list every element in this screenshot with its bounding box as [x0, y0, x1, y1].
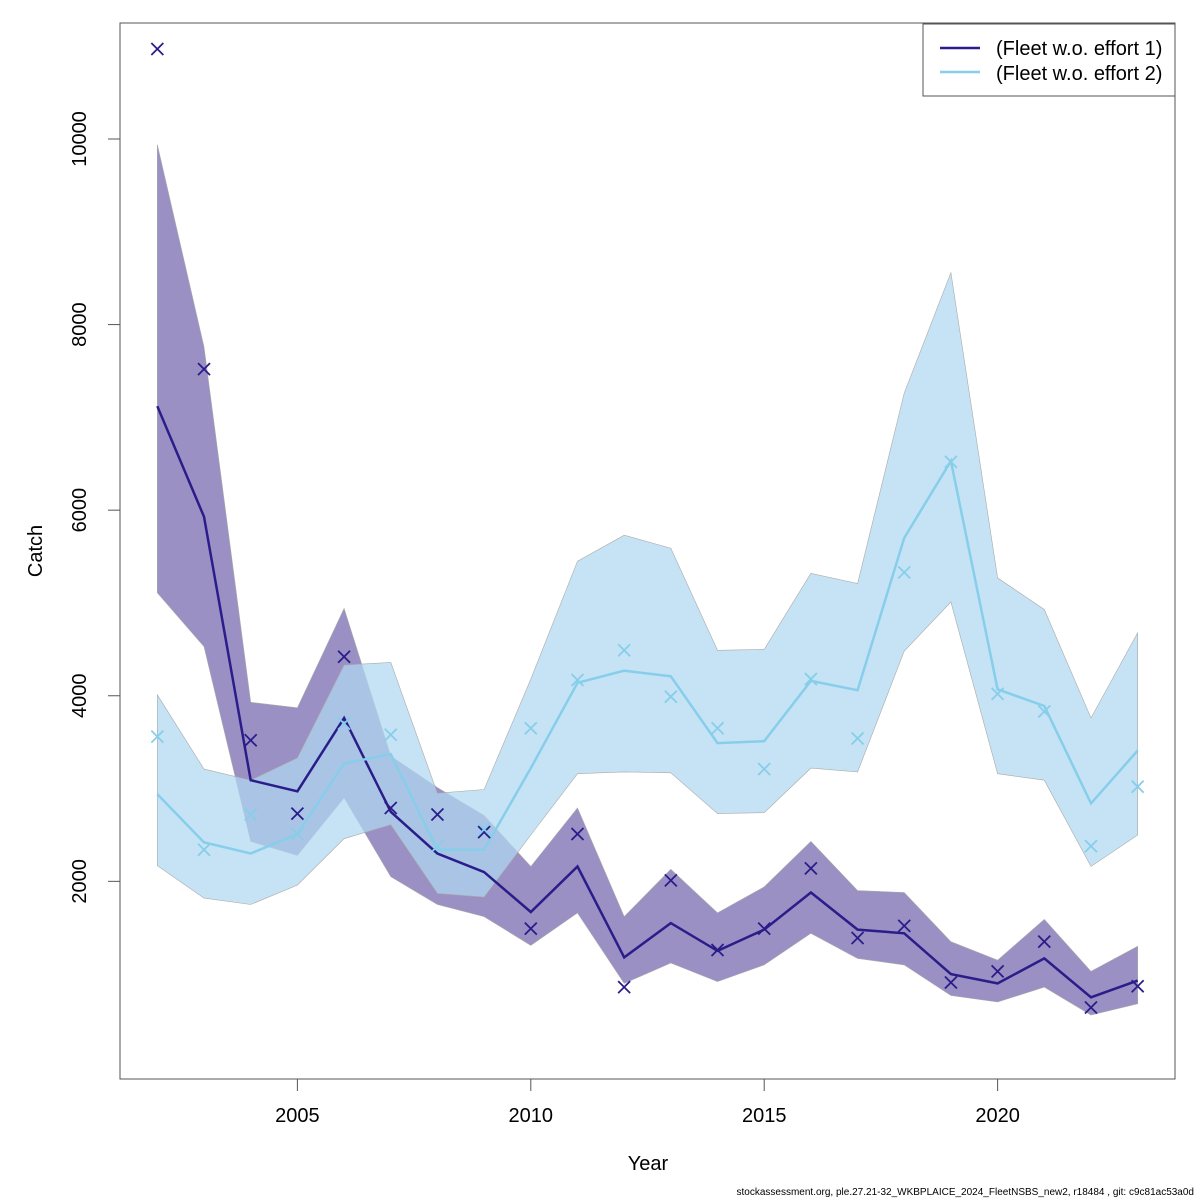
- observed-point-fleet-1: [524, 922, 538, 936]
- observed-point-fleet-2: [757, 762, 771, 776]
- observed-point-fleet-1: [384, 801, 398, 815]
- observed-point-fleet-1: [1131, 979, 1145, 993]
- observed-point-fleet-1: [757, 922, 771, 936]
- observed-point-fleet-1: [990, 964, 1005, 978]
- x-axis-title: Year: [628, 1153, 669, 1175]
- confidence-band-fleet-2: [157, 271, 1138, 905]
- legend-box: [922, 23, 1176, 97]
- observed-point-fleet-2: [617, 643, 631, 657]
- observed-point-fleet-2: [197, 843, 211, 857]
- x-axis: 2005 2010 2015 2020: [275, 1079, 1020, 1127]
- observed-point-fleet-1: [617, 980, 631, 994]
- observed-point-fleet-1: [430, 807, 445, 822]
- observed-point-fleet-1: [1084, 1000, 1098, 1015]
- observed-point-fleet-2: [384, 728, 398, 742]
- observed-point-fleet-2: [664, 690, 678, 704]
- x-tick-label: 2010: [509, 1105, 554, 1127]
- legend-label-fleet-1: (Fleet w.o. effort 1): [996, 38, 1162, 60]
- observed-point-fleet-2: [1037, 704, 1051, 719]
- x-tick-label: 2015: [742, 1105, 787, 1127]
- observed-point-fleet-2: [477, 822, 491, 837]
- y-tick-label: 10000: [69, 111, 91, 167]
- observed-point-fleet-2: [570, 673, 585, 687]
- estimate-lines: [156, 405, 1139, 999]
- observed-points: [150, 42, 1145, 1015]
- observed-point-fleet-2: [524, 721, 538, 735]
- observed-point-fleet-2: [944, 455, 958, 469]
- x-tick-label: 2005: [275, 1105, 320, 1127]
- y-tick-label: 4000: [69, 674, 91, 719]
- observed-point-fleet-1: [944, 975, 958, 990]
- estimate-line-fleet-2: [156, 457, 1139, 855]
- x-tick-label: 2020: [975, 1105, 1020, 1127]
- observed-point-fleet-2: [850, 731, 865, 746]
- observed-point-fleet-1: [244, 733, 258, 747]
- observed-point-fleet-2: [244, 807, 258, 822]
- observed-point-fleet-1: [897, 919, 911, 933]
- observed-point-fleet-1: [477, 825, 491, 839]
- observed-point-fleet-1: [197, 362, 211, 376]
- observed-point-fleet-2: [804, 672, 818, 686]
- observed-point-fleet-2: [430, 839, 445, 853]
- observed-point-fleet-1: [150, 42, 164, 56]
- observed-point-fleet-1: [337, 650, 351, 664]
- legend-label-fleet-2: (Fleet w.o. effort 2): [996, 63, 1162, 85]
- y-tick-label: 6000: [69, 488, 91, 533]
- observed-point-fleet-1: [290, 806, 305, 821]
- y-tick-label: 8000: [69, 302, 91, 347]
- observed-point-fleet-2: [710, 721, 725, 735]
- observed-point-fleet-1: [570, 827, 585, 841]
- y-axis: 2000 4000 6000 8000 10000: [69, 111, 120, 904]
- footer-credit: stockassessment.org, ple.27.21-32_WKBPLA…: [736, 1187, 1195, 1198]
- observed-point-fleet-2: [150, 729, 164, 744]
- observed-point-fleet-2: [337, 716, 351, 731]
- observed-point-fleet-1: [664, 873, 678, 888]
- plot-frame: [119, 22, 1176, 1080]
- confidence-bands: [157, 144, 1138, 1016]
- observed-point-fleet-1: [850, 931, 865, 945]
- observed-point-fleet-2: [1131, 780, 1145, 794]
- observed-point-fleet-2: [990, 687, 1005, 701]
- observed-point-fleet-2: [1084, 839, 1098, 853]
- observed-point-fleet-1: [710, 943, 725, 957]
- estimate-line-fleet-1: [156, 405, 1139, 999]
- observed-point-fleet-2: [290, 827, 305, 841]
- observed-point-fleet-2: [897, 565, 911, 579]
- observed-point-fleet-1: [1037, 935, 1051, 949]
- observed-point-fleet-1: [804, 861, 818, 875]
- y-axis-title: Catch: [25, 525, 47, 577]
- y-tick-label: 2000: [69, 859, 91, 904]
- legend: (Fleet w.o. effort 1) (Fleet w.o. effort…: [922, 23, 1176, 97]
